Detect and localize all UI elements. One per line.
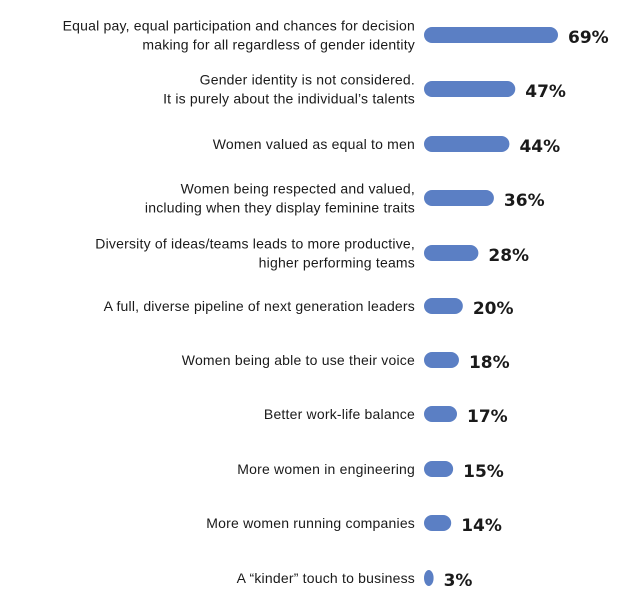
value-label: 20%: [473, 299, 514, 319]
bar: [424, 461, 454, 477]
category-label: Gender identity is not considered.: [200, 72, 415, 88]
value-label: 14%: [461, 516, 502, 536]
category-label: More women running companies: [206, 515, 415, 531]
bar: [424, 27, 558, 43]
category-label: Diversity of ideas/teams leads to more p…: [95, 236, 415, 252]
bar: [424, 406, 458, 422]
category-label: Women being respected and valued,: [181, 181, 415, 197]
bar: [424, 245, 479, 261]
bar: [424, 570, 434, 586]
value-label: 36%: [504, 191, 545, 211]
category-label: More women in engineering: [237, 461, 415, 477]
value-label: 3%: [444, 571, 473, 591]
category-label: A full, diverse pipeline of next generat…: [104, 298, 415, 314]
category-label: It is purely about the individual’s tale…: [163, 91, 415, 107]
value-label: 69%: [568, 28, 609, 48]
bar: [424, 136, 510, 152]
bar: [424, 352, 459, 368]
category-label: Women valued as equal to men: [213, 136, 415, 152]
bar: [424, 81, 516, 97]
value-label: 15%: [463, 462, 504, 482]
category-label: Women being able to use their voice: [182, 352, 415, 368]
category-label: Equal pay, equal participation and chanc…: [63, 18, 415, 34]
category-label: including when they display feminine tra…: [145, 200, 415, 216]
value-label: 47%: [525, 82, 566, 102]
value-label: 18%: [469, 353, 510, 373]
bar: [424, 190, 494, 206]
value-label: 28%: [488, 246, 529, 266]
chart-rows: Equal pay, equal participation and chanc…: [63, 18, 609, 592]
value-label: 44%: [519, 137, 560, 157]
category-label: A “kinder” touch to business: [237, 570, 415, 586]
category-label: Better work-life balance: [264, 406, 415, 422]
category-label: higher performing teams: [259, 255, 415, 271]
bar: [424, 515, 452, 531]
category-label: making for all regardless of gender iden…: [142, 37, 415, 53]
value-label: 17%: [467, 407, 508, 427]
bar: [424, 298, 463, 314]
